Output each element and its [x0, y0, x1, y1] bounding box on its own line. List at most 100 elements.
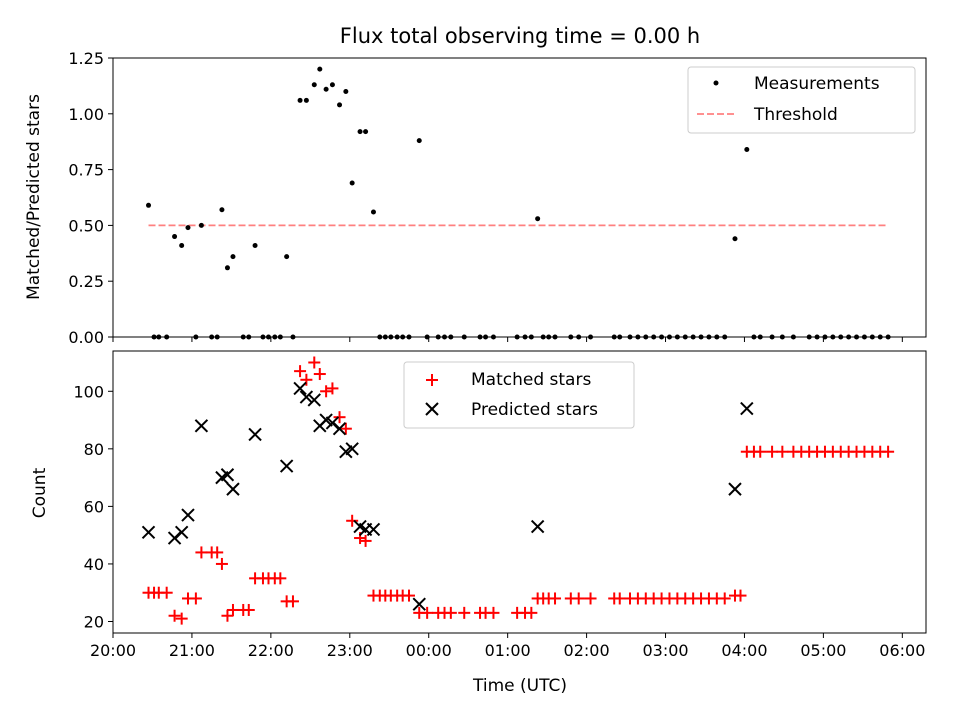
- matched-star-point: [525, 606, 538, 619]
- matched-star-point: [754, 445, 767, 458]
- predicted-star-point: [174, 525, 189, 539]
- matched-star-point: [211, 546, 224, 559]
- matched-star-point: [226, 603, 239, 616]
- x-tick-label: 23:00: [327, 641, 373, 660]
- matched-star-point: [766, 445, 779, 458]
- matched-star-point: [549, 592, 562, 605]
- legend-measurements-marker: [713, 80, 719, 86]
- bottom-y-tick-label: 40: [84, 555, 104, 574]
- predicted-star-point: [332, 421, 347, 436]
- predicted-star-point: [307, 393, 321, 407]
- top-x-ticks: [112, 337, 903, 342]
- matched-star-point: [175, 612, 188, 625]
- matched-star-point: [402, 589, 415, 602]
- matched-star-point: [458, 606, 471, 619]
- measurement-point: [370, 209, 376, 215]
- predicted-star-point: [740, 401, 754, 416]
- x-tick-label: 06:00: [879, 641, 925, 660]
- measurement-point: [224, 265, 230, 271]
- measurement-point: [219, 207, 225, 213]
- measurement-point: [179, 242, 185, 248]
- x-tick-label: 05:00: [800, 641, 846, 660]
- measurement-point: [363, 129, 369, 135]
- predicted-star-point: [345, 442, 359, 456]
- bottom-legend: Matched stars Predicted stars: [403, 361, 635, 429]
- top-y-axis-label: Matched/Predicted stars: [24, 94, 44, 300]
- top-y-tick-label: 0.50: [68, 216, 104, 235]
- matched-star-point: [444, 606, 457, 619]
- top-y-ticks: 0.00 0.25 0.50 0.75 1.00 1.25: [68, 49, 113, 347]
- predicted-star-point: [248, 427, 262, 442]
- measurement-point: [172, 234, 178, 240]
- top-y-tick-label: 0.75: [68, 161, 104, 180]
- x-axis-label: Time (UTC): [472, 676, 567, 696]
- top-y-tick-label: 0.00: [68, 328, 104, 347]
- bottom-y-tick-label: 60: [84, 497, 104, 516]
- matched-star-point: [487, 606, 500, 619]
- bottom-y-tick-label: 80: [84, 440, 104, 459]
- legend-predicted-label: Predicted stars: [471, 400, 598, 420]
- measurement-point: [230, 254, 236, 260]
- legend-predicted-marker: [425, 402, 439, 416]
- measurement-point: [343, 88, 349, 94]
- legend-measurements-label: Measurements: [754, 74, 880, 94]
- predicted-star-point: [299, 390, 314, 404]
- matched-star-point: [274, 572, 287, 585]
- matched-star-point: [326, 382, 339, 395]
- matched-star-point: [613, 592, 626, 605]
- measurement-point: [416, 138, 422, 144]
- matched-star-point: [313, 368, 326, 381]
- predicted-star-point: [293, 381, 307, 396]
- measurement-point: [329, 82, 335, 88]
- measurement-point: [198, 222, 204, 228]
- matched-star-point: [776, 445, 789, 458]
- matched-star-point: [308, 356, 321, 369]
- x-tick-label: 21:00: [169, 641, 215, 660]
- matched-star-point: [168, 609, 181, 622]
- matched-star-point: [160, 586, 173, 599]
- x-tick-label: 00:00: [406, 641, 452, 660]
- bottom-y-tick-label: 20: [84, 612, 104, 631]
- matched-star-point: [195, 546, 208, 559]
- top-legend-box: [687, 66, 916, 134]
- measurement-point: [317, 66, 323, 72]
- measurement-point: [744, 147, 750, 153]
- matched-star-point: [294, 365, 307, 378]
- matched-star-point: [300, 373, 313, 386]
- top-y-tick-label: 0.25: [68, 272, 104, 291]
- bottom-data-layer: [141, 356, 895, 625]
- measurement-point: [357, 129, 363, 135]
- predicted-star-point: [194, 419, 209, 433]
- measurement-point: [297, 97, 303, 103]
- x-tick-label: 22:00: [248, 641, 294, 660]
- measurement-point: [185, 225, 191, 231]
- matched-star-point: [339, 422, 352, 435]
- bottom-y-tick-label: 100: [73, 382, 104, 401]
- x-tick-label: 01:00: [485, 641, 531, 660]
- measurement-point: [252, 242, 258, 248]
- predicted-star-point: [728, 482, 742, 496]
- matched-star-point: [584, 592, 597, 605]
- bottom-legend-box: [403, 361, 635, 429]
- matched-star-point: [734, 589, 747, 602]
- matched-star-point: [215, 557, 228, 570]
- x-tick-label: 03:00: [642, 641, 688, 660]
- chart-title: Flux total observing time = 0.00 h: [340, 24, 700, 48]
- bottom-y-ticks: 20 40 60 80 100: [73, 382, 113, 631]
- legend-threshold-label: Threshold: [753, 105, 838, 125]
- measurement-point: [303, 97, 309, 103]
- bottom-x-ticks: 20:00 21:00 22:00 23:00 00:00 01:00 02:00 03:00…: [90, 633, 925, 660]
- measurement-point: [349, 180, 355, 186]
- matched-star-point: [286, 595, 299, 608]
- predicted-star-point: [181, 508, 195, 522]
- predicted-star-point: [412, 597, 426, 611]
- measurement-point: [146, 202, 152, 208]
- predicted-star-point: [530, 519, 545, 534]
- bottom-axes-frame: [112, 350, 927, 634]
- measurement-point: [311, 82, 317, 88]
- matched-star-point: [421, 606, 434, 619]
- top-y-tick-label: 1.25: [68, 49, 104, 68]
- predicted-star-point: [220, 468, 235, 482]
- x-tick-label: 02:00: [564, 641, 610, 660]
- predicted-star-point: [226, 482, 240, 496]
